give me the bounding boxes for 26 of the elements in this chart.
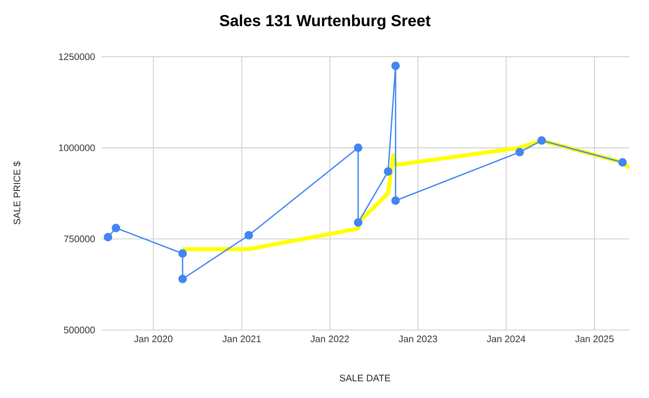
x-axis-title: SALE DATE bbox=[340, 374, 390, 382]
point bbox=[391, 196, 400, 205]
point bbox=[244, 231, 254, 240]
point bbox=[354, 144, 362, 152]
y-tick-label: 1250000 bbox=[59, 53, 95, 60]
y-axis-title: SALE PRICE $ bbox=[13, 161, 21, 224]
point bbox=[537, 136, 546, 145]
y-tick-label: 500000 bbox=[64, 326, 95, 334]
point bbox=[104, 232, 112, 242]
point bbox=[384, 167, 392, 176]
x-tick-label: Jan 2022 bbox=[310, 336, 349, 342]
point bbox=[178, 274, 187, 284]
point bbox=[391, 62, 400, 70]
chart-title: Sales 131 Wurtenburg Sreet bbox=[220, 14, 431, 30]
point bbox=[618, 158, 627, 167]
x-tick-label: Jan 2025 bbox=[575, 336, 614, 342]
point bbox=[515, 148, 524, 156]
y-tick-label: 750000 bbox=[64, 236, 95, 242]
point bbox=[178, 249, 187, 258]
point bbox=[354, 218, 362, 227]
x-tick-label: Jan 2023 bbox=[398, 336, 438, 342]
x-tick-label: Jan 2021 bbox=[222, 336, 261, 342]
point bbox=[112, 224, 120, 232]
x-tick-label: Jan 2020 bbox=[134, 336, 172, 342]
y-tick-label: 1000000 bbox=[59, 144, 95, 152]
x-tick-label: Jan 2024 bbox=[486, 336, 526, 342]
